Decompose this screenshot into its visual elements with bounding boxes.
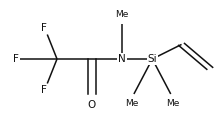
Text: O: O <box>88 100 96 110</box>
Text: F: F <box>41 85 47 95</box>
Text: Me: Me <box>115 10 129 19</box>
Text: Me: Me <box>166 99 180 108</box>
Text: Me: Me <box>125 99 138 108</box>
Text: F: F <box>13 54 19 64</box>
Text: N: N <box>118 54 126 64</box>
Text: F: F <box>41 23 47 33</box>
Text: Si: Si <box>148 54 157 64</box>
